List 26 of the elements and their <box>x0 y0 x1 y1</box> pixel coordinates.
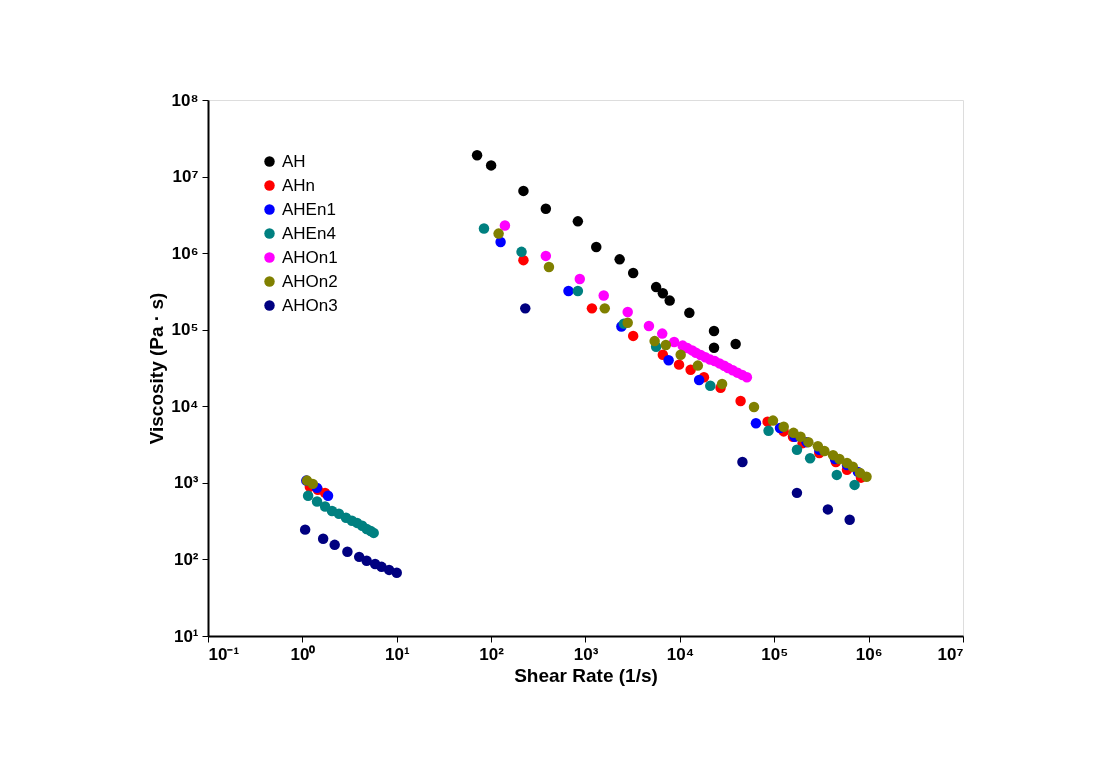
y-tick-label: 10⁸ <box>171 90 199 110</box>
x-tick-label: 10⁰ <box>290 644 316 664</box>
y-tick-label: 10⁵ <box>171 320 199 340</box>
legend-label: AHOn2 <box>282 271 338 291</box>
y-tick-label: 10¹ <box>173 626 199 646</box>
x-tick-label: 10⁷ <box>937 644 964 664</box>
x-tick-label: 10¹ <box>384 644 410 664</box>
x-tick-label: 10⁴ <box>666 644 695 664</box>
y-tick-label: 10⁶ <box>171 243 199 263</box>
y-tick-label: 10⁷ <box>172 167 199 187</box>
y-tick-label: 10² <box>173 549 199 569</box>
x-tick-label: 10⁻¹ <box>208 644 240 664</box>
legend-label: AH <box>282 151 306 171</box>
legend-label: AHn <box>282 175 316 195</box>
x-tick-label: 10⁵ <box>761 644 789 664</box>
x-tick-label: 10² <box>479 644 505 664</box>
legend-label: AHOn3 <box>282 295 338 315</box>
x-tick-label: 10⁶ <box>855 644 883 664</box>
legend-label: AHOn1 <box>282 247 338 267</box>
x-axis-title: Shear Rate (1/s) <box>514 664 658 686</box>
legend-label: AHEn4 <box>282 223 336 243</box>
legend-label: AHEn1 <box>282 199 336 219</box>
x-tick-label: 10³ <box>573 644 599 664</box>
y-tick-label: 10³ <box>173 473 199 493</box>
y-tick-label: 10⁴ <box>171 396 199 416</box>
y-axis-title: Viscosity (Pa · s) <box>146 292 168 445</box>
